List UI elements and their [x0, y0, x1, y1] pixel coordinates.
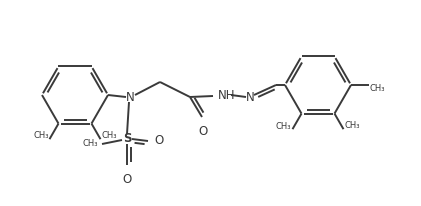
Text: CH₃: CH₃ [370, 84, 386, 93]
Text: O: O [198, 125, 208, 138]
Text: O: O [123, 173, 132, 186]
Text: N: N [125, 90, 134, 103]
Text: CH₃: CH₃ [344, 121, 360, 130]
Text: CH₃: CH₃ [33, 131, 48, 140]
Text: CH₃: CH₃ [101, 131, 117, 140]
Text: S: S [123, 132, 131, 145]
Text: N: N [245, 90, 254, 103]
Text: CH₃: CH₃ [83, 139, 98, 149]
Text: CH₃: CH₃ [276, 122, 291, 131]
Text: NH: NH [218, 89, 235, 102]
Text: O: O [154, 135, 163, 147]
